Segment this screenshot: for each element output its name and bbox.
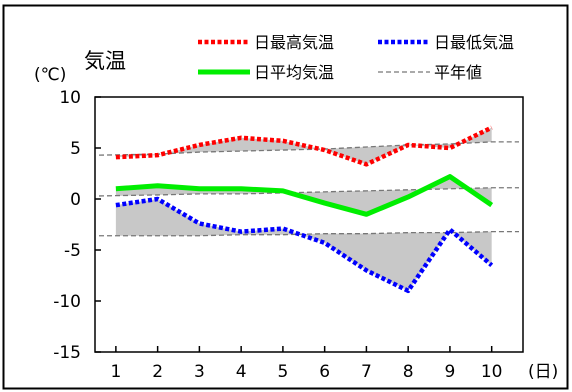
x-tick-label: 5	[277, 362, 288, 382]
outer-frame	[2, 4, 569, 390]
y-tick-label: -15	[53, 343, 81, 363]
x-tick-label: 8	[403, 362, 414, 382]
x-unit-label: (日)	[528, 362, 558, 382]
series-line-min	[115, 196, 494, 294]
shading-area-3	[115, 199, 492, 291]
series-lines	[115, 125, 494, 294]
y-tick-label: 0	[70, 190, 81, 210]
legend-label-normal: 平年値	[434, 63, 482, 82]
normal-line-low	[99, 230, 519, 237]
x-tick-label: 2	[152, 362, 163, 382]
legend-label-min: 日最低気温	[434, 33, 514, 52]
x-tick-label: 1	[110, 362, 121, 382]
legend-label-mean: 日平均気温	[254, 63, 334, 82]
x-tick-label: 6	[319, 362, 330, 382]
axes: 10 5 0 -5 -10 -15 1 2 3 4 5 6 7 8 9 10	[53, 88, 524, 382]
y-tick-label: -5	[64, 241, 81, 261]
x-tick-label: 3	[194, 362, 205, 382]
y-unit-label: (℃)	[34, 65, 66, 85]
y-tick-label: -10	[53, 292, 81, 312]
x-tick-label: 9	[445, 362, 456, 382]
y-tick-label: 5	[70, 139, 81, 159]
x-tick-label: 10	[481, 362, 503, 382]
x-tick-label: 4	[236, 362, 247, 382]
chart-title: 気温	[84, 49, 126, 73]
series-line-max	[115, 125, 493, 167]
x-tick-label: 7	[361, 362, 372, 382]
y-tick-label: 10	[59, 88, 81, 108]
legend-label-max: 日最高気温	[254, 33, 334, 52]
series-line-mean	[115, 174, 494, 217]
plot-frame	[94, 96, 524, 353]
